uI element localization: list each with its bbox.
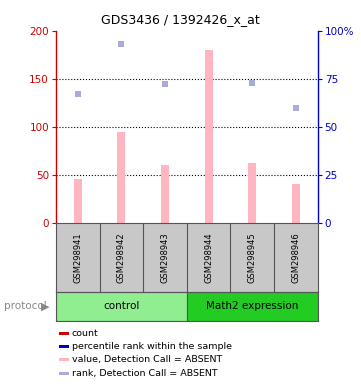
Text: Math2 expression: Math2 expression: [206, 301, 299, 311]
Bar: [58, 371, 69, 375]
Text: GSM298941: GSM298941: [73, 232, 82, 283]
Text: percentile rank within the sample: percentile rank within the sample: [71, 342, 231, 351]
Text: GSM298942: GSM298942: [117, 232, 126, 283]
Text: GDS3436 / 1392426_x_at: GDS3436 / 1392426_x_at: [101, 13, 260, 26]
Bar: [56, 292, 187, 321]
Text: GSM298944: GSM298944: [204, 232, 213, 283]
Text: ▶: ▶: [41, 301, 49, 311]
Bar: [58, 332, 69, 335]
Text: GSM298945: GSM298945: [248, 232, 257, 283]
Bar: [292, 184, 300, 223]
Bar: [248, 163, 256, 223]
Bar: [161, 165, 169, 223]
Text: value, Detection Call = ABSENT: value, Detection Call = ABSENT: [71, 355, 222, 364]
Text: rank, Detection Call = ABSENT: rank, Detection Call = ABSENT: [71, 369, 217, 377]
Text: GSM298946: GSM298946: [291, 232, 300, 283]
Bar: [205, 50, 213, 223]
Text: control: control: [103, 301, 140, 311]
Text: GSM298943: GSM298943: [161, 232, 170, 283]
Bar: [117, 131, 125, 223]
Bar: [58, 358, 69, 361]
Text: count: count: [71, 329, 98, 338]
Bar: [187, 292, 318, 321]
Bar: [74, 179, 82, 223]
Text: protocol: protocol: [4, 301, 46, 311]
Bar: [58, 345, 69, 348]
